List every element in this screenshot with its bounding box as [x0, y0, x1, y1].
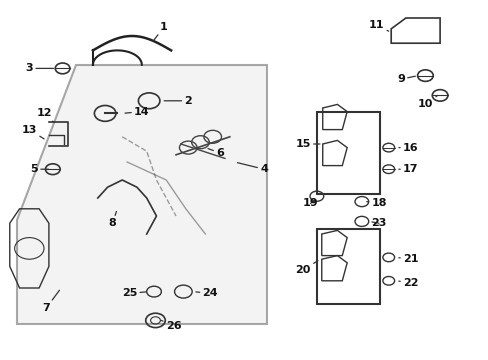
Text: 6: 6: [207, 148, 224, 158]
Text: 14: 14: [125, 107, 149, 117]
Text: 26: 26: [161, 320, 181, 331]
Text: 4: 4: [237, 163, 267, 174]
Text: 20: 20: [295, 261, 317, 275]
Text: 21: 21: [398, 254, 418, 264]
Text: 22: 22: [398, 278, 418, 288]
Text: 7: 7: [42, 290, 60, 313]
Text: 11: 11: [368, 20, 388, 31]
Text: 25: 25: [122, 288, 146, 298]
Text: 16: 16: [398, 143, 418, 153]
Polygon shape: [17, 65, 266, 324]
Text: 9: 9: [396, 74, 414, 84]
Bar: [316, 112, 380, 194]
Text: 1: 1: [153, 22, 167, 41]
Text: 12: 12: [36, 108, 54, 122]
Text: 2: 2: [164, 96, 192, 106]
Text: 18: 18: [366, 198, 386, 208]
Text: 24: 24: [196, 288, 218, 298]
Text: 15: 15: [295, 139, 319, 149]
Text: 19: 19: [302, 198, 318, 208]
Text: 5: 5: [30, 164, 48, 174]
Text: 23: 23: [370, 218, 386, 228]
Text: 13: 13: [21, 125, 44, 139]
Text: 8: 8: [108, 211, 116, 228]
Bar: [316, 229, 380, 304]
Text: 10: 10: [417, 95, 437, 109]
Text: 3: 3: [25, 63, 53, 73]
Text: 17: 17: [398, 164, 418, 174]
